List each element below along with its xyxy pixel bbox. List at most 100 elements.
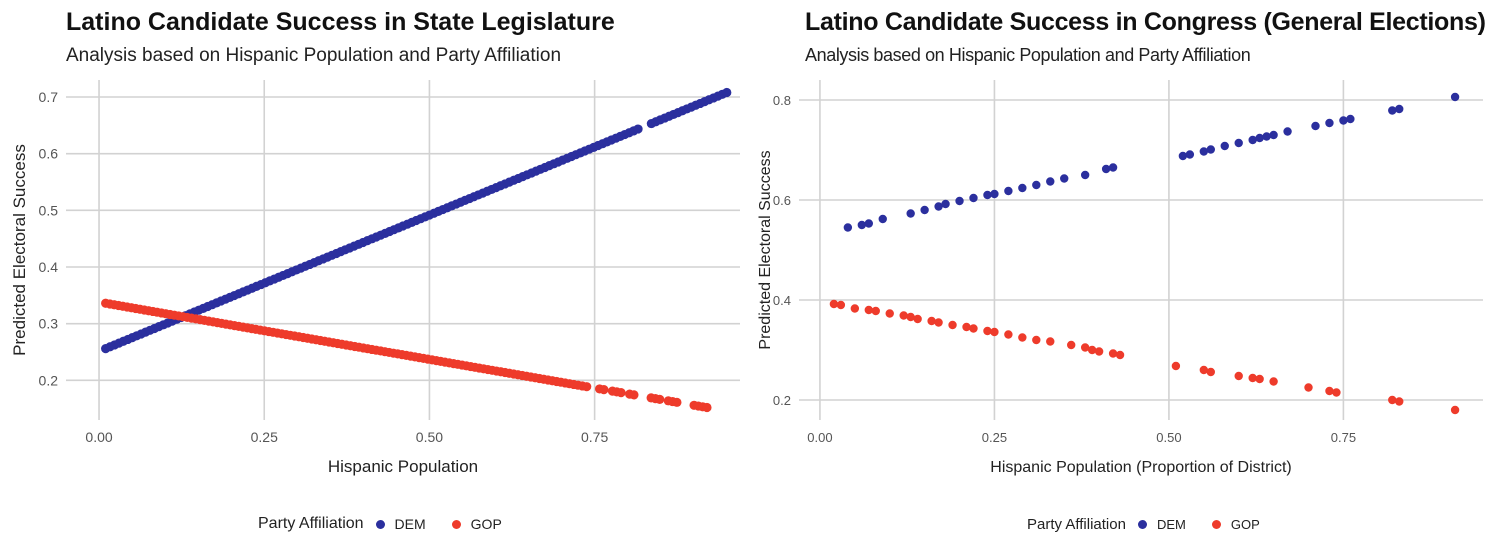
point-gop: [1018, 333, 1027, 342]
y-tick-label: 0.5: [39, 202, 59, 218]
point-gop: [1234, 371, 1243, 381]
series-gop: [829, 299, 1460, 415]
point-gop: [1115, 350, 1125, 360]
point-gop: [850, 304, 860, 313]
point-dem: [1220, 141, 1229, 151]
point-gop: [829, 299, 839, 309]
point-gop: [1199, 365, 1209, 375]
point-dem: [920, 205, 929, 215]
point-dem: [1080, 170, 1090, 180]
point-dem: [1346, 114, 1355, 124]
chart-title: Latino Candidate Success in Congress (Ge…: [805, 8, 1486, 36]
point-dem: [1060, 174, 1069, 183]
point-gop: [1450, 405, 1460, 415]
point-dem: [990, 189, 999, 199]
point-gop: [1388, 395, 1397, 405]
y-tick-label: 0.6: [773, 193, 791, 208]
x-tick-label: 0.00: [85, 429, 112, 445]
x-tick-label: 0.25: [251, 429, 278, 445]
point-dem: [1311, 121, 1320, 131]
chart-legend: Party Affiliation DEM GOP: [258, 512, 528, 536]
point-gop: [599, 385, 609, 395]
y-tick-label: 0.7: [39, 89, 59, 105]
y-tick-label: 0.6: [39, 146, 59, 162]
legend-title: Party Affiliation: [258, 515, 364, 532]
x-tick-label: 0.50: [1156, 430, 1181, 445]
point-gop: [1395, 397, 1404, 406]
x-tick-label: 0.75: [581, 429, 608, 445]
point-dem: [1018, 183, 1027, 193]
point-dem: [1178, 151, 1188, 161]
point-gop: [1255, 374, 1264, 384]
chart-subtitle: Analysis based on Hispanic Population an…: [66, 45, 562, 66]
point-dem: [857, 220, 867, 230]
series-dem: [843, 92, 1460, 232]
point-gop: [1171, 361, 1181, 371]
point-dem: [1262, 132, 1271, 141]
chart-panel-congress: Latino Candidate Success in Congress (Ge…: [745, 0, 1491, 541]
point-gop: [1304, 383, 1313, 392]
point-gop: [1067, 340, 1076, 350]
point-gop: [1087, 345, 1097, 355]
chart-plot-congress: 0.00 0.25 0.50 0.75 0.2 0.4 0.6 0.8 Hispanic Pop…: [757, 80, 1483, 476]
series-dem: [101, 87, 732, 354]
legend-key-dem: [1137, 519, 1147, 529]
point-gop: [1269, 377, 1278, 386]
point-gop: [1032, 335, 1041, 345]
point-dem: [878, 214, 887, 224]
point-dem: [1206, 145, 1215, 154]
point-dem: [969, 193, 978, 203]
legend-key-gop: [1211, 519, 1221, 529]
y-axis-title: Predicted Electoral Success: [757, 150, 774, 349]
point-dem: [934, 202, 943, 211]
point-gop: [969, 324, 978, 333]
point-dem: [722, 87, 732, 98]
legend-label-dem: DEM: [394, 516, 426, 532]
x-tick-label: 0.25: [982, 430, 1007, 445]
point-dem: [1108, 163, 1118, 172]
point-dem: [1185, 150, 1195, 159]
point-gop: [629, 390, 639, 400]
point-gop: [836, 300, 846, 310]
legend-key-gop: [451, 519, 461, 529]
y-tick-label: 0.3: [39, 316, 59, 332]
point-dem: [1032, 180, 1041, 190]
point-dem: [906, 209, 915, 218]
point-gop: [990, 327, 999, 337]
legend-label-gop: GOP: [470, 516, 502, 532]
point-gop: [1094, 347, 1104, 356]
point-gop: [1332, 388, 1341, 397]
legend-label-gop: GOP: [1230, 516, 1260, 532]
point-dem: [864, 219, 873, 228]
point-dem: [1325, 118, 1334, 128]
y-tick-label: 0.2: [39, 372, 59, 388]
chart-title: Latino Candidate Success in State Legisl…: [66, 8, 615, 36]
x-axis-title: Hispanic Population (Proportion of Distr…: [990, 459, 1291, 476]
point-dem: [1339, 116, 1348, 125]
point-gop: [1080, 343, 1090, 352]
point-gop: [885, 309, 894, 318]
x-tick-label: 0.75: [1331, 430, 1356, 445]
legend-key-dem: [375, 519, 385, 529]
point-gop: [672, 397, 682, 407]
point-dem: [1248, 135, 1257, 145]
point-gop: [1206, 367, 1215, 377]
point-dem: [843, 223, 853, 232]
point-dem: [1004, 186, 1013, 196]
y-axis-title: Predicted Electoral Success: [10, 144, 29, 356]
point-gop: [1046, 337, 1055, 346]
point-gop: [655, 394, 665, 404]
point-gop: [962, 322, 971, 332]
point-gop: [864, 305, 873, 315]
point-dem: [1101, 164, 1111, 174]
point-dem: [1255, 133, 1264, 143]
point-dem: [955, 196, 964, 206]
point-dem: [941, 199, 950, 209]
y-tick-label: 0.8: [773, 93, 791, 108]
y-tick-label: 0.4: [773, 293, 791, 308]
point-gop: [1248, 373, 1257, 383]
point-dem: [1269, 130, 1278, 140]
series-gop: [101, 298, 712, 413]
legend-label-dem: DEM: [1156, 516, 1186, 532]
chart-subtitle: Analysis based on Hispanic Population an…: [805, 45, 1251, 65]
